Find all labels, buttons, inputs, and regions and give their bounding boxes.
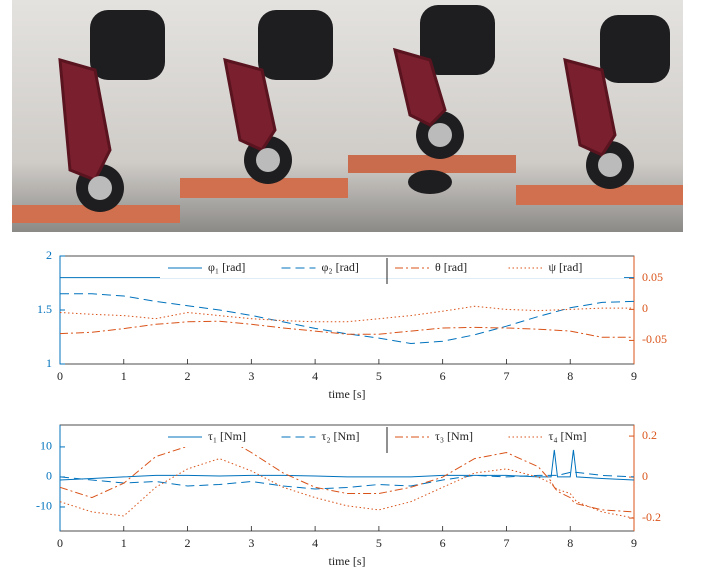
y-tick-label: 10 xyxy=(40,439,52,453)
legend-box xyxy=(160,427,624,447)
x-tick-label: 4 xyxy=(312,369,318,383)
series-line xyxy=(59,433,635,513)
y2-tick-label: -0.2 xyxy=(642,510,661,524)
series-line xyxy=(60,293,635,345)
y2-tick-label: 0 xyxy=(642,301,648,315)
x-tick-label: 2 xyxy=(185,536,191,550)
y-tick-label: 1.5 xyxy=(37,302,52,316)
legend-label: φ₂ [rad] xyxy=(322,260,359,274)
photo-strip xyxy=(12,0,683,232)
series-line xyxy=(59,471,635,490)
x-tick-label: 6 xyxy=(440,536,446,550)
series-line xyxy=(59,449,635,481)
x-tick-label: 0 xyxy=(57,369,63,383)
y2-tick-label: 0.05 xyxy=(642,270,663,284)
legend-label: τ₃ [Nm] xyxy=(435,429,473,443)
x-axis-label: time [s] xyxy=(329,554,366,568)
x-axis-label: time [s] xyxy=(329,387,366,401)
x-tick-label: 1 xyxy=(121,536,127,550)
y-tick-label: -10 xyxy=(36,499,52,513)
x-tick-label: 9 xyxy=(631,536,637,550)
x-tick-label: 0 xyxy=(57,536,63,550)
legend-label: τ₄ [Nm] xyxy=(549,429,587,443)
x-tick-label: 6 xyxy=(440,369,446,383)
x-tick-label: 7 xyxy=(503,369,509,383)
x-tick-label: 5 xyxy=(376,369,382,383)
x-tick-label: 4 xyxy=(312,536,318,550)
y2-tick-label: 0 xyxy=(642,469,648,483)
legend-label: τ₂ [Nm] xyxy=(322,429,360,443)
y2-tick-label: 0.2 xyxy=(642,428,657,442)
legend-label: ψ [rad] xyxy=(549,260,583,274)
x-tick-label: 3 xyxy=(248,536,254,550)
legend-label: τ₁ [Nm] xyxy=(208,429,246,443)
legend-label: φ₁ [rad] xyxy=(208,260,245,274)
y-tick-label: 0 xyxy=(46,469,52,483)
y-tick-label: 1 xyxy=(46,356,52,370)
x-tick-label: 5 xyxy=(376,536,382,550)
x-tick-label: 9 xyxy=(631,369,637,383)
legend-label: θ [rad] xyxy=(435,260,467,274)
x-tick-label: 3 xyxy=(248,369,254,383)
x-tick-label: 8 xyxy=(567,369,573,383)
series-line xyxy=(59,320,634,338)
series-line xyxy=(59,458,635,519)
x-tick-label: 1 xyxy=(121,369,127,383)
series-line xyxy=(59,305,634,323)
legend-box xyxy=(160,258,624,278)
x-tick-label: 7 xyxy=(503,536,509,550)
y2-tick-label: -0.05 xyxy=(642,332,667,346)
x-tick-label: 8 xyxy=(567,536,573,550)
y-tick-label: 2 xyxy=(46,248,52,262)
x-tick-label: 2 xyxy=(185,369,191,383)
